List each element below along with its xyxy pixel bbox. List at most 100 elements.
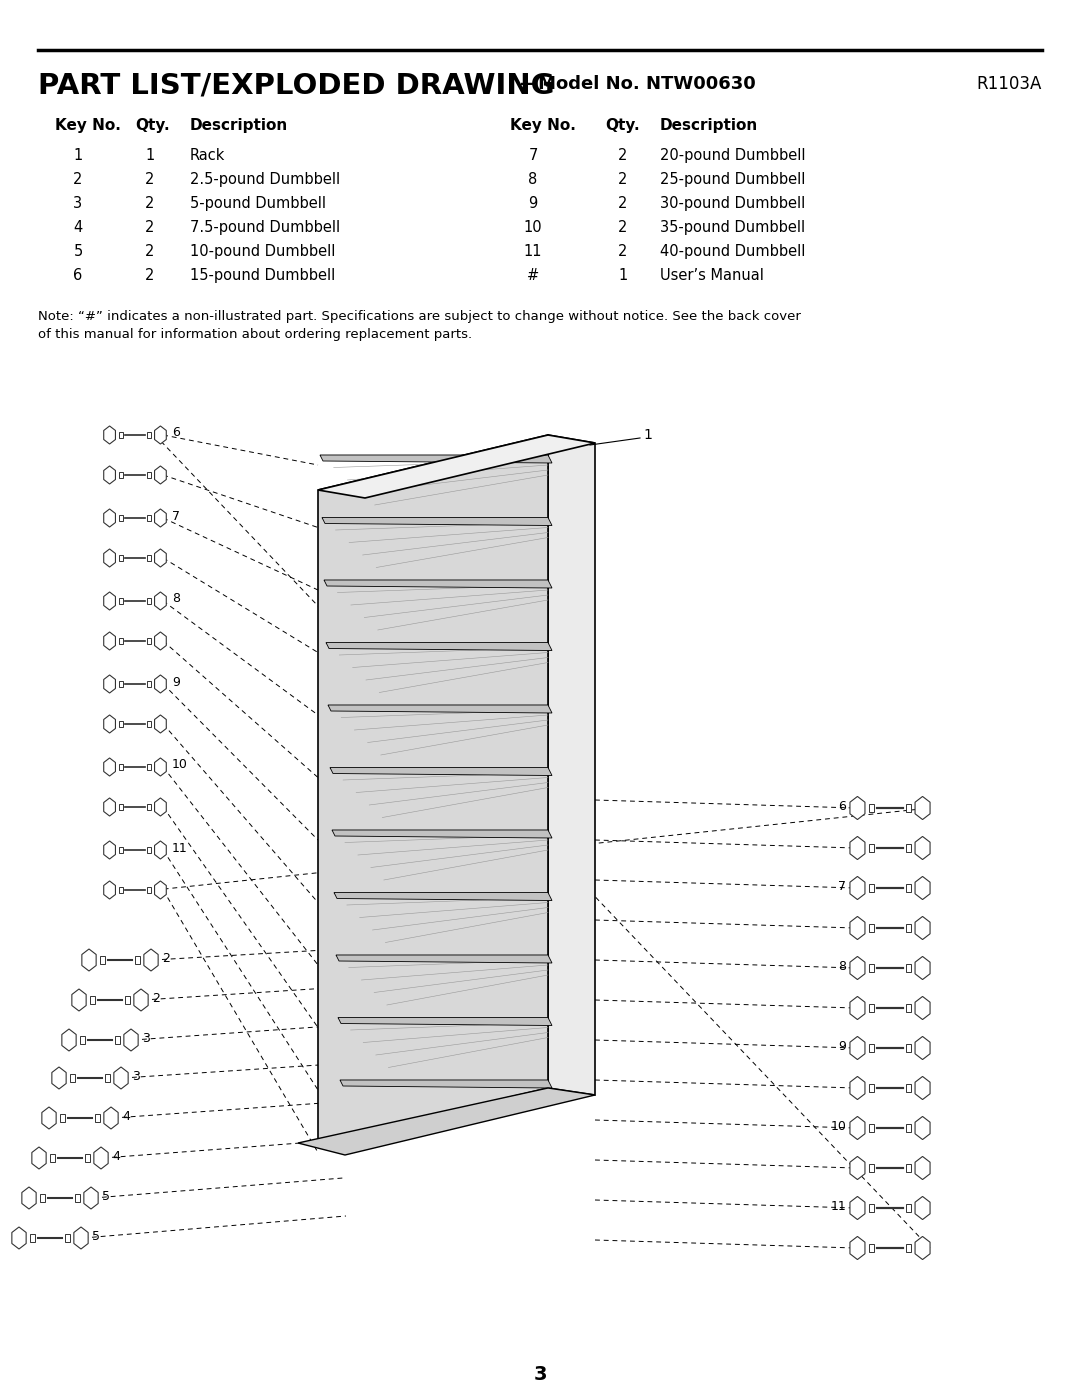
Polygon shape xyxy=(915,1037,930,1059)
Polygon shape xyxy=(906,1044,912,1052)
Polygon shape xyxy=(104,715,116,733)
Polygon shape xyxy=(334,893,552,901)
Text: 11: 11 xyxy=(831,1200,847,1213)
Polygon shape xyxy=(338,1017,552,1025)
Polygon shape xyxy=(119,721,123,728)
Text: 3: 3 xyxy=(73,196,82,211)
Text: 11: 11 xyxy=(524,244,542,258)
Polygon shape xyxy=(125,996,130,1004)
Text: 10-pound Dumbbell: 10-pound Dumbbell xyxy=(190,244,336,258)
Polygon shape xyxy=(119,472,123,478)
Polygon shape xyxy=(82,949,96,971)
Text: 9: 9 xyxy=(172,676,180,689)
Polygon shape xyxy=(134,989,148,1011)
Polygon shape xyxy=(119,555,123,562)
Text: 20-pound Dumbbell: 20-pound Dumbbell xyxy=(660,148,806,163)
Text: 3: 3 xyxy=(534,1365,546,1384)
Text: 2: 2 xyxy=(146,172,154,187)
Polygon shape xyxy=(73,1227,89,1249)
Text: 4: 4 xyxy=(122,1109,130,1123)
Polygon shape xyxy=(322,517,552,525)
Text: 9: 9 xyxy=(528,196,538,211)
Polygon shape xyxy=(906,884,912,893)
Text: Description: Description xyxy=(190,117,288,133)
Text: 2: 2 xyxy=(146,219,154,235)
Polygon shape xyxy=(906,803,912,812)
Text: 9: 9 xyxy=(838,1039,847,1052)
Polygon shape xyxy=(147,721,151,728)
Text: PART LIST/EXPLODED DRAWING: PART LIST/EXPLODED DRAWING xyxy=(38,73,555,101)
Text: 11: 11 xyxy=(172,841,188,855)
Polygon shape xyxy=(105,1074,110,1083)
Text: 5: 5 xyxy=(103,1189,110,1203)
Polygon shape xyxy=(154,759,166,775)
Polygon shape xyxy=(869,884,874,893)
Polygon shape xyxy=(869,1004,874,1013)
Text: 7: 7 xyxy=(172,510,180,522)
Polygon shape xyxy=(70,1074,75,1083)
Polygon shape xyxy=(318,434,548,1143)
Text: 15-pound Dumbbell: 15-pound Dumbbell xyxy=(190,268,335,284)
Text: 3: 3 xyxy=(143,1031,150,1045)
Polygon shape xyxy=(869,964,874,972)
Polygon shape xyxy=(72,989,86,1011)
Text: 7: 7 xyxy=(528,148,538,163)
Text: —Model No. NTW00630: —Model No. NTW00630 xyxy=(519,75,756,94)
Polygon shape xyxy=(147,637,151,644)
Polygon shape xyxy=(154,841,166,859)
Polygon shape xyxy=(850,876,865,900)
Polygon shape xyxy=(104,467,116,483)
Polygon shape xyxy=(850,916,865,940)
Text: 8: 8 xyxy=(838,960,847,972)
Polygon shape xyxy=(915,957,930,979)
Polygon shape xyxy=(12,1227,26,1249)
Text: 7.5-pound Dumbbell: 7.5-pound Dumbbell xyxy=(190,219,340,235)
Polygon shape xyxy=(147,472,151,478)
Polygon shape xyxy=(328,705,552,712)
Polygon shape xyxy=(850,837,865,859)
Polygon shape xyxy=(915,916,930,940)
Polygon shape xyxy=(154,426,166,444)
Text: 3: 3 xyxy=(132,1070,140,1083)
Text: 25-pound Dumbbell: 25-pound Dumbbell xyxy=(660,172,806,187)
Text: 1: 1 xyxy=(73,148,83,163)
Polygon shape xyxy=(104,631,116,650)
Polygon shape xyxy=(119,680,123,687)
Polygon shape xyxy=(104,798,116,816)
Text: 4: 4 xyxy=(73,219,83,235)
Polygon shape xyxy=(100,956,105,964)
Text: 2: 2 xyxy=(146,244,154,258)
Polygon shape xyxy=(869,803,874,812)
Polygon shape xyxy=(915,876,930,900)
Polygon shape xyxy=(113,1067,129,1090)
Text: 40-pound Dumbbell: 40-pound Dumbbell xyxy=(660,244,806,258)
Text: Qty.: Qty. xyxy=(605,117,639,133)
Polygon shape xyxy=(104,509,116,527)
Text: 2: 2 xyxy=(619,172,627,187)
Text: 2: 2 xyxy=(619,148,627,163)
Text: 8: 8 xyxy=(528,172,538,187)
Polygon shape xyxy=(147,764,151,770)
Polygon shape xyxy=(147,555,151,562)
Polygon shape xyxy=(324,580,552,588)
Polygon shape xyxy=(104,1106,118,1129)
Polygon shape xyxy=(144,949,158,971)
Polygon shape xyxy=(326,643,552,651)
Polygon shape xyxy=(869,1123,874,1132)
Text: 6: 6 xyxy=(73,268,83,284)
Polygon shape xyxy=(119,514,123,521)
Polygon shape xyxy=(336,956,552,963)
Text: 4: 4 xyxy=(112,1150,120,1162)
Polygon shape xyxy=(147,514,151,521)
Text: 10: 10 xyxy=(524,219,542,235)
Polygon shape xyxy=(147,432,151,439)
Polygon shape xyxy=(906,1004,912,1013)
Text: 2: 2 xyxy=(152,992,160,1004)
Polygon shape xyxy=(906,1123,912,1132)
Polygon shape xyxy=(906,964,912,972)
Polygon shape xyxy=(62,1030,77,1051)
Polygon shape xyxy=(906,1243,912,1252)
Polygon shape xyxy=(119,847,123,854)
Text: 2: 2 xyxy=(619,219,627,235)
Polygon shape xyxy=(915,1077,930,1099)
